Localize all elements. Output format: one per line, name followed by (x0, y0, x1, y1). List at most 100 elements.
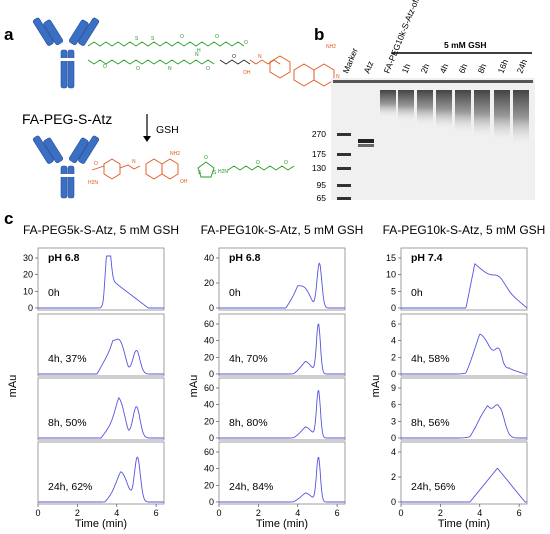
chromatogram-subplot: 0 3 6 9 8h, 56% (391, 377, 528, 443)
x-tick-label: 4 (477, 508, 482, 518)
y-tick-label: 60 (204, 383, 214, 393)
y-tick-label: 0 (209, 433, 214, 443)
atom-o: O (180, 34, 184, 40)
ph-label: pH 6.8 (229, 252, 261, 264)
chromatogram-trace (401, 468, 527, 503)
panel-a-letter: a (4, 25, 14, 44)
gel-band (417, 90, 433, 126)
y-tick-label: 40 (204, 464, 214, 474)
atom-s: S (213, 170, 217, 176)
x-tick-label: 0 (216, 508, 221, 518)
chromatogram-subplot: 0 5 10 15 0h pH 7.4 (386, 247, 528, 313)
chromatogram-trace (219, 390, 345, 439)
y-tick-label: 20 (204, 352, 214, 362)
x-tick-label: 4 (295, 508, 300, 518)
atom-s: S (135, 36, 139, 42)
plot-frame (37, 313, 165, 377)
y-tick-label: 20 (204, 416, 214, 426)
y-tick-label: 40 (204, 253, 214, 263)
chromatogram-column-3: FA-PEG10k-S-Atz, 5 mM GSH mAu 0 5 10 15 0h pH 7… (370, 223, 545, 530)
atom-o: O (244, 40, 248, 46)
gel-band (337, 133, 351, 136)
gel-lane-label: FA-PEG10k-S-Atz-off (382, 0, 422, 75)
chromatogram-trace (219, 262, 345, 309)
plot-frame (218, 441, 346, 505)
y-axis-label: mAu (188, 375, 200, 398)
gel-lane-label: 24h (515, 58, 530, 75)
y-tick-label: 60 (204, 319, 214, 329)
gel-band (337, 153, 351, 156)
chromatogram-subplot: 4h, 37% (37, 313, 165, 377)
timepoint-label: 4h, 58% (411, 353, 450, 365)
atom-nh2: NH2 (170, 151, 180, 157)
gel-lane-label: 2h (419, 62, 432, 75)
gel-lane-label: Marker (341, 46, 360, 74)
atom-n: N (168, 66, 172, 72)
y-tick-label: 20 (204, 480, 214, 490)
y-tick-label: 0 (391, 369, 396, 379)
antibody-icon-top (32, 17, 100, 89)
panel-b: b 5 mM GSH Marker Atz FA-PEG10k-S-Atz-off1… (312, 0, 535, 203)
timepoint-label: 0h (411, 287, 423, 299)
x-tick-label: 2 (75, 508, 80, 518)
atom-o: O (215, 34, 219, 40)
atom-h2n: H2N (88, 180, 98, 186)
x-tick-label: 0 (35, 508, 40, 518)
chromatogram-subplot: 8h, 50% (37, 377, 165, 441)
atom-h2n: H2N (218, 169, 228, 175)
atom-s: S (151, 36, 155, 42)
gel-mw-label: 65 (317, 193, 327, 203)
x-axis-label: Time (min) (75, 518, 127, 530)
y-tick-label: 0 (209, 369, 214, 379)
x-axis-label: Time (min) (438, 518, 490, 530)
timepoint-label: 8h, 50% (48, 417, 87, 429)
y-tick-label: 40 (204, 400, 214, 410)
atom-n: N (336, 74, 340, 80)
atom-o: O (204, 155, 208, 161)
atom-h: H (197, 48, 201, 54)
x-tick-label: 6 (154, 508, 159, 518)
plot-frame (400, 247, 528, 311)
structure-atom-labels-top: S S O H N O O O O N O O OH N NH2 N (103, 34, 340, 80)
y-tick-label: 0 (391, 303, 396, 313)
atom-o: O (284, 160, 288, 166)
gsh-arrow-label: GSH (156, 124, 179, 136)
y-tick-label: 6 (391, 319, 396, 329)
gel-mw-labels: 270 175 130 95 65 (312, 129, 326, 203)
plot-frame (218, 247, 346, 311)
chromatogram-trace (401, 404, 527, 439)
y-tick-label: 9 (391, 383, 396, 393)
gel-band (494, 90, 510, 142)
gel-band (398, 90, 414, 122)
y-tick-label: 0 (209, 497, 214, 507)
panel-b-letter: b (314, 25, 324, 44)
plot-frame (37, 441, 165, 505)
atom-s: S (198, 170, 202, 176)
atom-o: O (256, 160, 260, 166)
panel-c-letter: c (4, 209, 13, 228)
atom-n: N (132, 159, 136, 165)
plot-frame (218, 377, 346, 441)
y-tick-label: 15 (386, 253, 396, 263)
y-tick-label: 20 (23, 270, 33, 280)
chromatogram-trace (38, 396, 164, 439)
panel-a: a S S O H N O O O (4, 17, 340, 199)
atom-oh: OH (180, 179, 188, 185)
gsh-label: 5 mM GSH (444, 40, 487, 50)
atom-n: N (258, 54, 262, 60)
conjugate-name: FA-PEG-S-Atz (22, 111, 112, 127)
y-tick-label: 40 (204, 336, 214, 346)
y-tick-label: 0 (391, 433, 396, 443)
timepoint-label: 4h, 37% (48, 353, 87, 365)
x-tick-label: 2 (438, 508, 443, 518)
y-tick-label: 6 (391, 400, 396, 410)
plot-frame (218, 313, 346, 377)
structure-atom-labels-bottom: H2N O N NH2 OH O S S H2N O O (88, 151, 288, 186)
gel-mw-label: 175 (312, 149, 326, 159)
gel-band (337, 167, 351, 170)
gel-mw-label: 270 (312, 129, 326, 139)
